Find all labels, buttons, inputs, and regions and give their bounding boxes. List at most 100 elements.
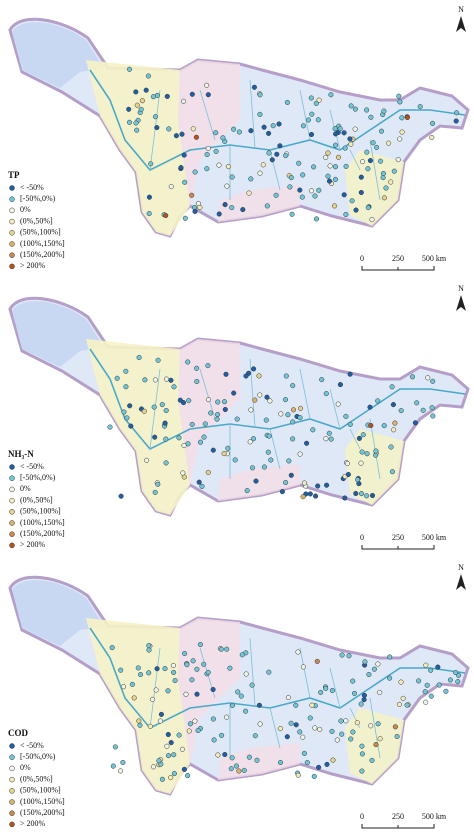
station-dot [266, 669, 272, 675]
station-dot [277, 759, 284, 766]
station-dot [232, 457, 238, 463]
station-dot [253, 478, 259, 484]
station-dot [284, 734, 290, 740]
station-dot [177, 397, 183, 403]
station-dot [146, 647, 152, 653]
station-dot [389, 384, 395, 390]
station-dot [194, 365, 200, 371]
station-dot [307, 715, 313, 721]
station-dot [318, 689, 324, 695]
station-dot [182, 650, 188, 657]
station-dot [231, 126, 237, 132]
station-dot [364, 107, 370, 113]
source-region [12, 580, 104, 646]
station-dot [138, 106, 144, 112]
legend-label: (150%,200%] [20, 529, 65, 538]
station-dot [150, 94, 156, 100]
station-dot [304, 760, 310, 766]
station-dot [144, 457, 150, 463]
station-dot [221, 451, 227, 457]
station-dot [286, 458, 292, 464]
station-dot [285, 412, 291, 418]
legend-swatch [9, 754, 15, 760]
station-dot [156, 758, 162, 764]
station-dot [428, 667, 434, 673]
station-dot [251, 366, 257, 372]
station-dot [126, 106, 132, 112]
station-dot [264, 203, 270, 209]
station-dot [325, 150, 331, 156]
station-dot [176, 435, 182, 441]
station-dot [417, 104, 423, 110]
station-dot [398, 679, 404, 685]
station-dot [349, 198, 355, 204]
region-pink [178, 618, 240, 764]
station-dot [344, 460, 350, 467]
station-dot [196, 479, 202, 485]
station-dot [397, 99, 403, 105]
station-dot [168, 740, 174, 746]
station-dot [374, 144, 380, 150]
station-dot [328, 436, 334, 442]
station-dot [266, 130, 272, 136]
scale-label: 250 [392, 533, 404, 542]
legend-label: (100%,150%] [20, 518, 65, 527]
legend-label: (0%,50%] [20, 216, 53, 225]
station-dot [453, 118, 459, 124]
station-dot [389, 469, 395, 475]
station-dot [316, 97, 322, 103]
station-dot [308, 188, 315, 194]
station-dot [314, 658, 320, 664]
station-dot [154, 666, 160, 672]
station-dot [284, 99, 290, 105]
station-dot [329, 728, 335, 734]
station-dot [396, 701, 402, 707]
station-dot [375, 721, 381, 727]
station-dot [377, 158, 384, 164]
station-dot [377, 736, 383, 742]
station-dot [370, 140, 376, 146]
station-dot [168, 775, 174, 781]
station-dot [222, 202, 228, 208]
station-dot [330, 757, 336, 763]
station-dot [295, 772, 301, 778]
station-dot [216, 211, 222, 217]
station-dot [387, 654, 393, 660]
station-dot [192, 169, 198, 175]
station-dot [391, 168, 397, 174]
station-dot [238, 693, 244, 699]
station-dot [347, 371, 353, 377]
station-dot [355, 477, 361, 483]
station-dot [163, 376, 170, 382]
station-dot [254, 757, 260, 763]
legend-label: < -50% [20, 741, 44, 750]
panel-label: TP [8, 170, 20, 180]
station-dot [305, 117, 311, 123]
station-dot [183, 691, 189, 697]
station-dot [300, 172, 306, 178]
station-dot [192, 208, 198, 214]
station-dot [316, 764, 322, 770]
station-dot [133, 120, 139, 126]
station-dot [348, 736, 354, 742]
station-dot [323, 436, 329, 442]
station-dot [148, 161, 154, 167]
station-dot [168, 377, 174, 383]
station-dot [205, 145, 211, 151]
station-dot [208, 410, 214, 416]
station-dot [388, 444, 394, 450]
source-region [12, 301, 104, 367]
station-dot [300, 494, 306, 500]
station-dot [171, 669, 177, 675]
station-dot [270, 123, 276, 129]
station-dot [229, 755, 235, 761]
station-dot [248, 176, 254, 182]
station-dot [182, 215, 188, 221]
station-dot [257, 392, 263, 398]
station-dot [315, 483, 321, 489]
station-dot [391, 427, 397, 433]
station-dot [343, 413, 349, 419]
station-dot [166, 126, 172, 132]
scale-label: 500 km [422, 812, 447, 821]
station-dot [436, 682, 442, 688]
